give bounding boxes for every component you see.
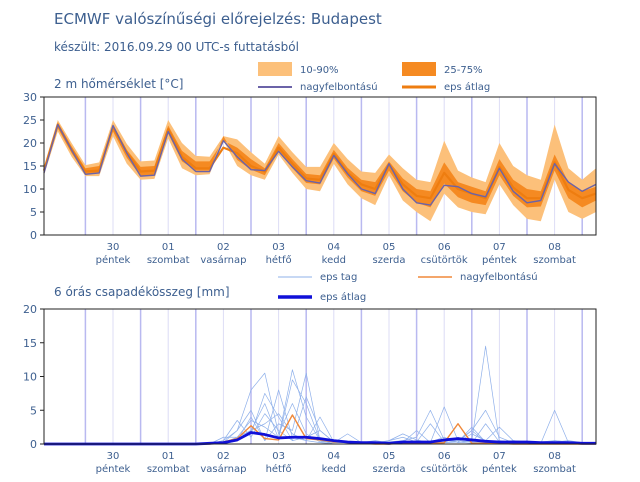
precip-ytick-label: 5 <box>30 404 37 417</box>
precip-weekday-label: szombat <box>147 464 190 475</box>
precip-day-number: 03 <box>272 451 285 462</box>
precip-day-number: 04 <box>327 451 340 462</box>
temp-weekday-label: csütörtök <box>421 255 468 266</box>
precip-weekday-label: hétfő <box>266 463 292 475</box>
temp-weekday-label: szombat <box>147 255 190 266</box>
temp-weekday-label: szombat <box>533 255 576 266</box>
precip-member-line <box>44 393 597 445</box>
legend-mean-temp-label: eps átlag <box>444 81 490 93</box>
precip-member-line <box>44 396 597 445</box>
temp-weekday-label: vasárnap <box>200 254 246 266</box>
precip-day-number: 30 <box>107 451 120 462</box>
temp-weekday-label: hétfő <box>266 254 292 266</box>
page-title: ECMWF valószínűségi előrejelzés: Budapes… <box>54 10 382 28</box>
legend-hires-precip-label: nagyfelbontású <box>460 271 538 283</box>
temp-ytick-label: 10 <box>23 183 37 196</box>
temp-day-number: 03 <box>272 242 285 253</box>
temp-day-number: 01 <box>162 242 175 253</box>
temp-hires-line <box>43 123 597 206</box>
legend-mean-precip-label: eps átlag <box>320 291 366 303</box>
precip-weekday-label: szombat <box>533 464 576 475</box>
temp-weekday-label: péntek <box>482 254 517 266</box>
precip-day-number: 06 <box>438 451 451 462</box>
precip-day-number: 01 <box>162 451 175 462</box>
temp-ytick-label: 30 <box>23 91 37 104</box>
page-subtitle: készült: 2016.09.29 00 UTC-s futtatásból <box>54 40 299 54</box>
temp-day-number: 05 <box>383 242 396 253</box>
legend-hires-temp-label: nagyfelbontású <box>300 81 378 93</box>
temp-band-25-75 <box>44 122 596 208</box>
temp-weekday-label: kedd <box>322 255 346 266</box>
precip-ytick-label: 20 <box>23 303 37 316</box>
temp-ytick-label: 25 <box>23 114 37 127</box>
temp-day-number: 04 <box>327 242 340 253</box>
temp-chart-title: 2 m hőmérséklet [°C] <box>54 77 183 91</box>
precip-weekday-label: kedd <box>322 464 346 475</box>
precip-member-line <box>44 372 597 445</box>
temp-ytick-label: 15 <box>23 160 37 173</box>
temp-day-number: 08 <box>548 242 561 253</box>
precip-day-number: 08 <box>548 451 561 462</box>
temp-day-number: 06 <box>438 242 451 253</box>
temp-weekday-label: szerda <box>372 255 405 266</box>
precip-weekday-label: péntek <box>482 463 517 475</box>
temp-ytick-label: 5 <box>30 206 37 219</box>
legend-band-outer-swatch <box>258 62 292 76</box>
precip-day-number: 05 <box>383 451 396 462</box>
temp-day-number: 07 <box>493 242 506 253</box>
precip-member-line <box>44 345 597 445</box>
precip-ytick-label: 15 <box>23 337 37 350</box>
temp-ens-mean-line <box>42 123 597 200</box>
temp-ytick-label: 0 <box>30 229 37 242</box>
precip-weekday-label: csütörtök <box>421 464 468 475</box>
precip-member-line <box>44 379 596 445</box>
precip-weekday-label: péntek <box>96 463 131 475</box>
temp-day-number: 02 <box>217 242 230 253</box>
temp-band-10-90 <box>44 120 596 222</box>
precip-day-number: 07 <box>493 451 506 462</box>
temp-day-number: 30 <box>107 242 120 253</box>
precip-weekday-label: szerda <box>372 464 405 475</box>
precip-ytick-label: 0 <box>30 438 37 451</box>
legend-band-outer-label: 10-90% <box>300 65 339 76</box>
precip-chart-title: 6 órás csapadékösszeg [mm] <box>54 285 230 299</box>
legend-band-inner-label: 25-75% <box>444 65 483 76</box>
legend-band-inner-swatch <box>402 62 436 76</box>
temp-ytick-label: 20 <box>23 137 37 150</box>
precip-member-line <box>44 372 597 445</box>
precip-ytick-label: 10 <box>23 371 37 384</box>
temp-weekday-label: péntek <box>96 254 131 266</box>
precip-weekday-label: vasárnap <box>200 463 246 475</box>
legend-members-label: eps tag <box>320 272 357 283</box>
precip-day-number: 02 <box>217 451 230 462</box>
precip-plot-frame <box>43 308 597 445</box>
